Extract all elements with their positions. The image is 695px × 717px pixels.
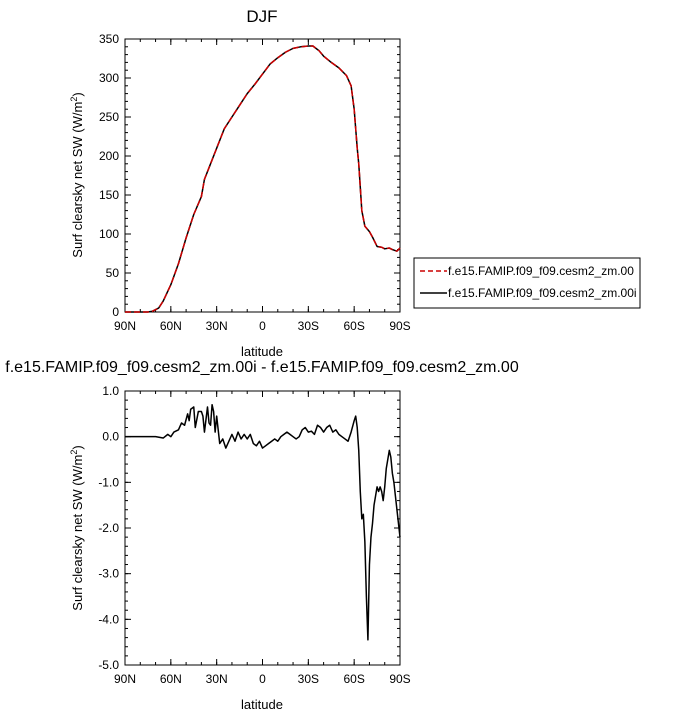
bottom-x-tick-label: 30N bbox=[206, 672, 228, 686]
bottom-y-tick-label: -2.0 bbox=[98, 521, 119, 535]
top-series-line bbox=[125, 45, 401, 313]
bottom-x-tick-label: 90N bbox=[114, 672, 136, 686]
bottom-plot-area: 90N 60N 30N 0 30S 60S 90S -5.0 -4.0 -3.0 -2.0 -1.0 0… bbox=[98, 384, 410, 686]
top-x-tick-label: 60N bbox=[160, 319, 182, 333]
top-y-tick-label: 350 bbox=[99, 32, 119, 46]
top-frame bbox=[124, 38, 401, 313]
legend-box bbox=[413, 257, 641, 309]
top-y-axis-label: Surf clearsky net SW (W/m2) bbox=[69, 92, 85, 257]
top-plot-area: 90N 60N 30N 0 30S 60S 90S 0 50 100 150 200 250 300 350 bbox=[99, 32, 411, 333]
top-y-tick-label: 300 bbox=[99, 71, 119, 85]
top-y-tick-label: 200 bbox=[99, 149, 119, 163]
legend-entry-2: f.e15.FAMIP.f09_f09.cesm2_zm.00i bbox=[448, 286, 637, 300]
bottom-y-tick-label: -4.0 bbox=[98, 612, 119, 626]
bottom-x-tick-label: 30S bbox=[298, 672, 319, 686]
top-y-tick-label: 0 bbox=[112, 305, 119, 319]
top-x-tick-label: 0 bbox=[259, 319, 266, 333]
bottom-x-tick-label: 0 bbox=[259, 672, 266, 686]
bottom-y-tick-label: -5.0 bbox=[98, 658, 119, 672]
bottom-y-tick-label: 1.0 bbox=[102, 384, 119, 398]
bottom-x-tick-label: 90S bbox=[389, 672, 410, 686]
bottom-y-tick-label: -1.0 bbox=[98, 475, 119, 489]
bottom-chart-title: f.e15.FAMIP.f09_f09.cesm2_zm.00i - f.e15… bbox=[5, 359, 519, 376]
bottom-x-tick-label: 60S bbox=[343, 672, 364, 686]
legend: f.e15.FAMIP.f09_f09.cesm2_zm.00 f.e15.FA… bbox=[413, 257, 641, 309]
bottom-frame bbox=[124, 390, 401, 666]
bottom-x-axis-label: latitude bbox=[241, 697, 283, 712]
bottom-y-tick-label: -3.0 bbox=[98, 567, 119, 581]
top-panel: DJF 90N 60N 30N 0 30S 60S 90S 0 50 100 150 200 250 30… bbox=[69, 7, 411, 359]
bottom-y-axis-label: Surf clearsky net SW (W/m2) bbox=[69, 445, 85, 610]
top-y-tick-label: 150 bbox=[99, 188, 119, 202]
top-series-line bbox=[125, 45, 401, 313]
legend-entry-1: f.e15.FAMIP.f09_f09.cesm2_zm.00 bbox=[448, 264, 634, 278]
top-x-tick-label: 90S bbox=[389, 319, 410, 333]
top-y-tick-label: 250 bbox=[99, 110, 119, 124]
top-y-tick-label: 100 bbox=[99, 227, 119, 241]
top-x-tick-label: 90N bbox=[114, 319, 136, 333]
top-y-tick-label: 50 bbox=[106, 266, 120, 280]
top-y-axis-label-superscript: 2 bbox=[69, 97, 79, 102]
bottom-x-tick-label: 60N bbox=[160, 672, 182, 686]
top-x-tick-label: 30S bbox=[298, 319, 319, 333]
top-x-tick-label: 60S bbox=[343, 319, 364, 333]
bottom-series-line bbox=[125, 403, 401, 641]
bottom-y-axis-label-superscript: 2 bbox=[69, 450, 79, 455]
top-x-tick-label: 30N bbox=[206, 319, 228, 333]
bottom-y-tick-label: 0.0 bbox=[102, 430, 119, 444]
top-chart-title: DJF bbox=[246, 7, 277, 26]
bottom-panel: f.e15.FAMIP.f09_f09.cesm2_zm.00i - f.e15… bbox=[5, 359, 519, 712]
top-x-axis-label: latitude bbox=[241, 344, 283, 359]
